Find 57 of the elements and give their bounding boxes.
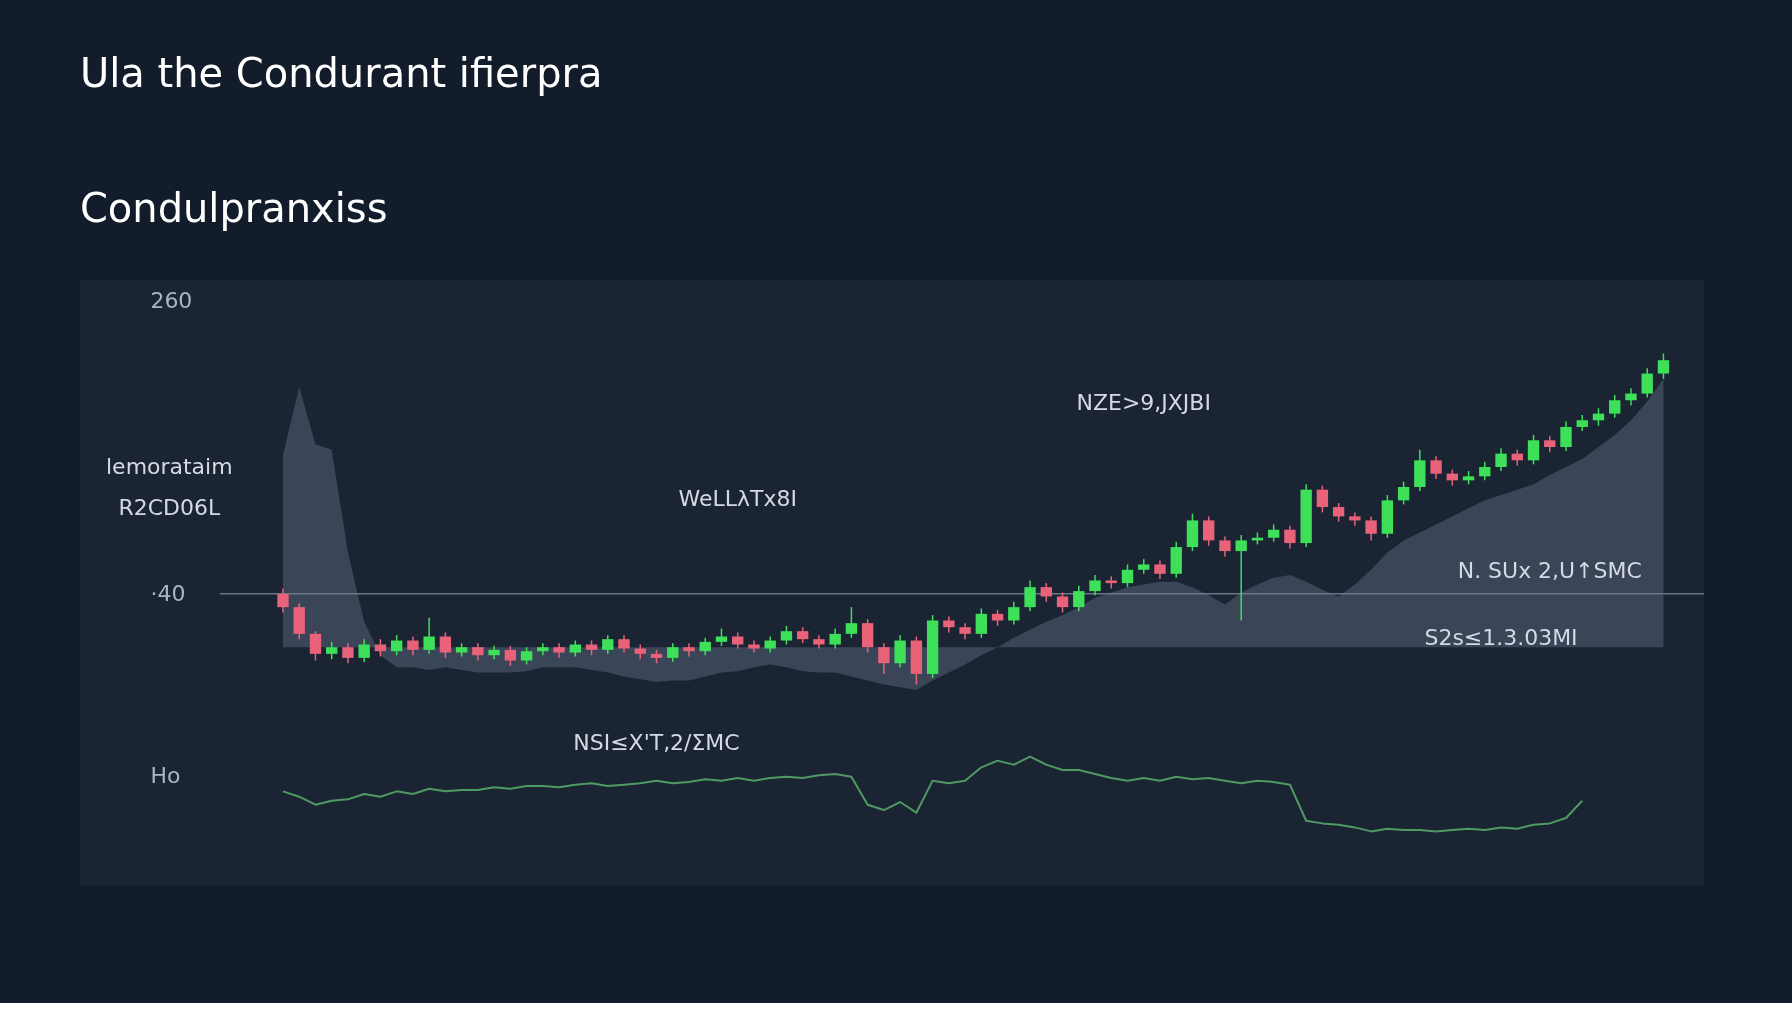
candlestick (1024, 579, 1036, 612)
candlestick (1154, 559, 1166, 580)
candlestick (1397, 480, 1410, 506)
candlestick (1527, 434, 1540, 466)
candlestick (277, 587, 289, 614)
y-tick-label: 260 (150, 287, 193, 313)
candlestick (1040, 582, 1052, 603)
candlestick (358, 638, 370, 663)
candlestick (342, 642, 354, 664)
annotation: N. SUx 2,U↑SMC (1457, 558, 1642, 584)
candlestick (845, 606, 858, 639)
candlestick (1495, 447, 1507, 472)
candlestick (1056, 591, 1069, 614)
candlestick (1657, 352, 1670, 380)
candlestick (1641, 367, 1653, 399)
candlestick (780, 625, 793, 646)
candlestick (1008, 601, 1020, 626)
candlestick (683, 642, 695, 658)
candlestick (878, 642, 890, 675)
candlestick (1121, 563, 1134, 588)
candlestick (667, 642, 679, 663)
candlestick (504, 645, 517, 667)
y-tick-label: ·40 (150, 581, 186, 607)
candlestick (1625, 387, 1637, 407)
candlestick (1235, 534, 1247, 622)
annotation: NZE>9,JXJBI (1076, 389, 1211, 415)
candlestick (1284, 524, 1296, 550)
candlestick (1316, 484, 1329, 514)
candlestick (1430, 455, 1442, 480)
candlestick (602, 634, 614, 655)
annotation: WeLLλTx8I (678, 486, 797, 512)
candlestick (390, 634, 403, 656)
annotation: R2CD06L (118, 495, 221, 521)
candlestick (1609, 394, 1621, 419)
candlestick (975, 607, 988, 639)
y-tick-label: Ho (150, 762, 181, 788)
chart-title: Ula the Condurant ifierpra (79, 50, 603, 97)
candlestick (1203, 515, 1215, 547)
candlestick (1332, 502, 1345, 523)
candlestick (894, 634, 906, 668)
candlestick (1219, 535, 1231, 558)
candlestick (1073, 585, 1085, 612)
candlestick (1089, 574, 1101, 596)
candlestick (1479, 460, 1491, 482)
candlestick (1365, 515, 1377, 542)
candlestick (309, 630, 322, 662)
line-series (281, 755, 1584, 833)
candlestick (829, 627, 841, 650)
annotation: lemorataim (106, 453, 233, 479)
candlestick (439, 631, 452, 659)
candlestick (423, 617, 435, 655)
candlestick (407, 635, 419, 656)
candlestick (1349, 511, 1361, 527)
chart-subtitle: Condulpranxiss (79, 185, 388, 232)
annotation: NSI≤X'T,2/ΣMC (573, 730, 740, 756)
candlestick (1560, 420, 1572, 452)
annotation: S2s≤1.3.03MI (1424, 624, 1578, 650)
